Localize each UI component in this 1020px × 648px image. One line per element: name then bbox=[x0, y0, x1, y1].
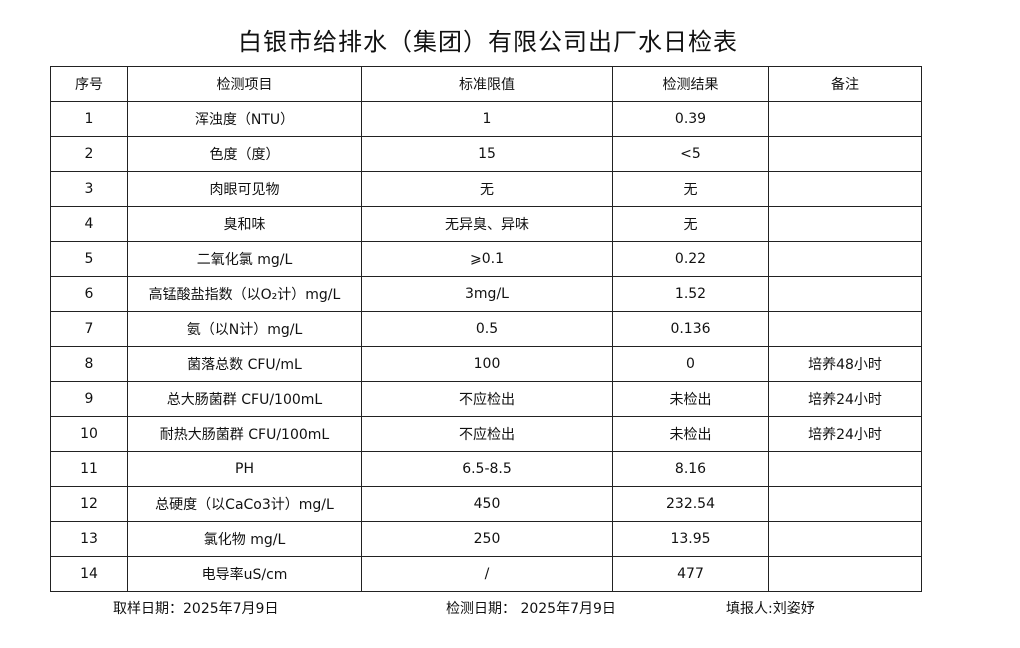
table-cell: 菌落总数 CFU/mL bbox=[127, 346, 362, 382]
table-cell: 12 bbox=[50, 486, 128, 522]
table-cell: 氯化物 mg/L bbox=[127, 521, 362, 557]
table-row: 9 总大肠菌群 CFU/100mL 不应检出 未检出 培养24小时 bbox=[50, 381, 922, 417]
table-cell: 5 bbox=[50, 241, 128, 277]
table-header-row: 序号 检测项目 标准限值 检测结果 备注 bbox=[50, 66, 922, 102]
table-row: 4 臭和味 无异臭、异味无 bbox=[50, 206, 922, 242]
table-cell: 13 bbox=[50, 521, 128, 557]
page-title: 白银市给排水（集团）有限公司出厂水日检表 bbox=[238, 28, 738, 56]
table-cell bbox=[768, 171, 922, 207]
table-cell: 氨（以N计）mg/L bbox=[127, 311, 362, 347]
table-cell: 培养24小时 bbox=[768, 381, 922, 417]
table-cell: 不应检出 bbox=[361, 416, 613, 452]
table-row: 5 二氧化氯 mg/L ⩾0.1 0.22 bbox=[50, 241, 922, 277]
header-cell: 备注 bbox=[768, 66, 922, 102]
table-cell: 11 bbox=[50, 451, 128, 487]
test-date: 检测日期： 2025年7月9日 bbox=[446, 601, 616, 617]
table-cell: 无 bbox=[361, 171, 613, 207]
header-cell: 检测结果 bbox=[612, 66, 769, 102]
table-cell: 不应检出 bbox=[361, 381, 613, 417]
table-row: 14 电导率uS/cm/477 bbox=[50, 556, 922, 592]
inspection-table: 序号 检测项目 标准限值 检测结果 备注 1 浑浊度（NTU） 1 0.39 2 色度（度… bbox=[50, 66, 922, 592]
table-cell: 10 bbox=[50, 416, 128, 452]
table-cell bbox=[768, 241, 922, 277]
table-cell: 0.136 bbox=[612, 311, 769, 347]
table-cell: 臭和味 bbox=[127, 206, 362, 242]
table-cell bbox=[768, 206, 922, 242]
table-cell bbox=[768, 101, 922, 137]
table-cell: 9 bbox=[50, 381, 128, 417]
table-cell: PH bbox=[127, 451, 362, 487]
table-cell: 7 bbox=[50, 311, 128, 347]
sample-date: 取样日期：2025年7月9日 bbox=[113, 601, 279, 617]
table-cell: 无 bbox=[612, 171, 769, 207]
table-row: 6 高锰酸盐指数（以O₂计）mg/L 3mg/L 1.52 bbox=[50, 276, 922, 312]
table-cell: 8.16 bbox=[612, 451, 769, 487]
table-cell: 0.5 bbox=[361, 311, 613, 347]
table-cell: 6.5-8.5 bbox=[361, 451, 613, 487]
table-cell: 色度（度） bbox=[127, 136, 362, 172]
table-row: 7 氨（以N计）mg/L 0.5 0.136 bbox=[50, 311, 922, 347]
table-cell: 3 bbox=[50, 171, 128, 207]
table-cell: <5 bbox=[612, 136, 769, 172]
table-cell bbox=[768, 276, 922, 312]
table-row: 13 氯化物 mg/L 250 13.95 bbox=[50, 521, 922, 557]
table-cell: 无异臭、异味 bbox=[361, 206, 613, 242]
table-cell: 培养48小时 bbox=[768, 346, 922, 382]
table-cell: 电导率uS/cm bbox=[127, 556, 362, 592]
reporter: 填报人:刘姿妤 bbox=[726, 601, 815, 617]
table-cell: 0.39 bbox=[612, 101, 769, 137]
table-cell: 4 bbox=[50, 206, 128, 242]
table-row: 2 色度（度） 15 <5 bbox=[50, 136, 922, 172]
table-row: 1 浑浊度（NTU） 1 0.39 bbox=[50, 101, 922, 137]
table-row: 8 菌落总数 CFU/mL 100 0 培养48小时 bbox=[50, 346, 922, 382]
header-cell: 序号 bbox=[50, 66, 128, 102]
table-cell: 1.52 bbox=[612, 276, 769, 312]
table-cell: 培养24小时 bbox=[768, 416, 922, 452]
table-cell: 3mg/L bbox=[361, 276, 613, 312]
table-cell: / bbox=[361, 556, 613, 592]
table-cell: 总硬度（以CaCo3计）mg/L bbox=[127, 486, 362, 522]
table-row: 12 总硬度（以CaCo3计）mg/L 450 232.54 bbox=[50, 486, 922, 522]
table-cell: 未检出 bbox=[612, 381, 769, 417]
table-cell: 0 bbox=[612, 346, 769, 382]
table-cell bbox=[768, 486, 922, 522]
table-cell: 14 bbox=[50, 556, 128, 592]
table-row: 3 肉眼可见物无无 bbox=[50, 171, 922, 207]
header-cell: 标准限值 bbox=[361, 66, 613, 102]
table-cell bbox=[768, 136, 922, 172]
table-cell: 15 bbox=[361, 136, 613, 172]
table-cell: 1 bbox=[361, 101, 613, 137]
table-cell bbox=[768, 556, 922, 592]
table-cell: 8 bbox=[50, 346, 128, 382]
table-cell: 二氧化氯 mg/L bbox=[127, 241, 362, 277]
table-cell: 450 bbox=[361, 486, 613, 522]
table-row: 10 耐热大肠菌群 CFU/100mL 不应检出 未检出 培养24小时 bbox=[50, 416, 922, 452]
table-cell: 250 bbox=[361, 521, 613, 557]
table-cell: 无 bbox=[612, 206, 769, 242]
table-cell: 13.95 bbox=[612, 521, 769, 557]
table-row: 11 PH 6.5-8.5 8.16 bbox=[50, 451, 922, 487]
table-cell: 高锰酸盐指数（以O₂计）mg/L bbox=[127, 276, 362, 312]
table-cell bbox=[768, 451, 922, 487]
table-cell: 总大肠菌群 CFU/100mL bbox=[127, 381, 362, 417]
header-cell: 检测项目 bbox=[127, 66, 362, 102]
table-cell: 肉眼可见物 bbox=[127, 171, 362, 207]
table-cell: 6 bbox=[50, 276, 128, 312]
table-cell: 477 bbox=[612, 556, 769, 592]
table-cell: 100 bbox=[361, 346, 613, 382]
table-cell: 1 bbox=[50, 101, 128, 137]
table-cell bbox=[768, 521, 922, 557]
table-cell: ⩾0.1 bbox=[361, 241, 613, 277]
table-cell: 耐热大肠菌群 CFU/100mL bbox=[127, 416, 362, 452]
table-cell: 232.54 bbox=[612, 486, 769, 522]
table-cell bbox=[768, 311, 922, 347]
table-cell: 未检出 bbox=[612, 416, 769, 452]
table-cell: 0.22 bbox=[612, 241, 769, 277]
table-cell: 2 bbox=[50, 136, 128, 172]
table-cell: 浑浊度（NTU） bbox=[127, 101, 362, 137]
